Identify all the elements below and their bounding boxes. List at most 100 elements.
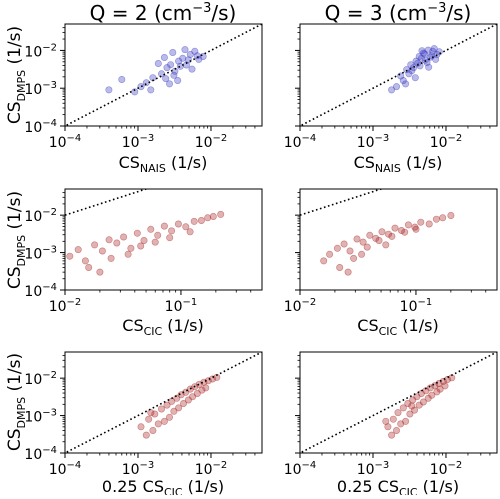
data-point (158, 405, 166, 413)
x-tick-label: 10−4 (49, 133, 82, 151)
data-point (336, 263, 344, 271)
data-point (404, 399, 412, 407)
data-point (384, 230, 392, 238)
points-r2c1 (66, 210, 225, 276)
ylabel-row3: CSDMPS (1/s) (5, 353, 28, 451)
data-point (182, 223, 190, 231)
data-point (375, 237, 383, 245)
data-point (391, 224, 399, 232)
data-point (133, 229, 141, 237)
data-point (166, 413, 174, 421)
data-point (154, 59, 162, 67)
x-tick-label: 10−2 (195, 133, 228, 151)
axes-frame (64, 351, 263, 454)
data-point (66, 252, 74, 260)
x-tick-label: 10−3 (122, 133, 155, 151)
data-point (199, 52, 207, 60)
x-tick-label: 10−4 (284, 460, 317, 478)
xlabel-r1c2: CSNAIS (1/s) (354, 153, 443, 175)
data-point (403, 66, 411, 74)
data-point (415, 52, 423, 60)
data-point (190, 217, 198, 225)
data-point (175, 404, 183, 412)
panel-r1c1: 10−4 10−3 10−2 10−4 10−3 10−2 (24, 23, 263, 151)
x-tick-label: 10−1 (165, 297, 198, 315)
data-point (382, 241, 390, 249)
data-point (366, 231, 374, 239)
data-point (425, 63, 433, 71)
data-point (167, 61, 175, 69)
data-point (404, 221, 412, 229)
data-point (145, 415, 153, 423)
column-title-q3: Q = 3 (cm−3/s) (325, 1, 472, 25)
data-point (160, 53, 168, 61)
data-point (397, 72, 405, 80)
data-point (147, 86, 155, 94)
data-point (392, 83, 400, 91)
xlabel-r3c2: 0.25 CSCIC (1/s) (337, 477, 459, 495)
points-r3c1 (137, 373, 221, 439)
data-point (193, 389, 201, 397)
panel-r2c1: 10−2 10−1 10−4 10−3 10−2 (24, 188, 263, 315)
data-point (127, 244, 135, 252)
data-point (408, 402, 416, 410)
data-point (378, 228, 386, 236)
points-r1c1 (105, 46, 207, 96)
data-point (406, 410, 414, 418)
x-tick-label: 10−4 (49, 460, 82, 478)
data-point (425, 220, 433, 228)
x-tick-label: 10−2 (195, 460, 228, 478)
data-point (175, 57, 183, 65)
points-r2c2 (320, 212, 455, 276)
data-point (353, 235, 361, 243)
data-point (197, 217, 205, 225)
column-title-q2: Q = 2 (cm−3/s) (90, 1, 237, 25)
data-point (363, 243, 371, 251)
xlabel-r2c2: CSCIC (1/s) (357, 316, 438, 338)
x-tick-label: 10−3 (122, 460, 155, 478)
data-point (166, 234, 174, 242)
data-point (118, 76, 126, 84)
data-point (151, 238, 159, 246)
data-point (184, 56, 192, 64)
data-point (166, 80, 174, 88)
axes-frame (299, 23, 498, 127)
data-point (181, 46, 189, 54)
axes-frame (64, 23, 263, 127)
data-point (433, 388, 441, 396)
y-tick-label: 10−4 (24, 118, 57, 136)
data-point (432, 215, 440, 223)
data-point (154, 420, 162, 428)
data-point (105, 86, 113, 94)
data-point (350, 254, 358, 262)
data-point (397, 227, 405, 235)
panel-r1c2: 10−4 10−3 10−2 (284, 23, 498, 151)
data-point (105, 236, 113, 244)
y-tick-label: 10−3 (24, 408, 57, 426)
data-point (415, 401, 423, 409)
data-point (402, 80, 410, 88)
data-point (320, 257, 328, 265)
one-to-one-line (300, 189, 384, 216)
data-point (217, 210, 225, 218)
data-point (344, 268, 352, 276)
x-tick-label: 10−2 (49, 297, 82, 315)
points-r1c2 (388, 45, 443, 94)
data-point (188, 65, 196, 73)
data-point (394, 409, 402, 417)
data-point (107, 254, 115, 262)
data-point (397, 420, 405, 428)
ylabel-row1: CSDMPS (1/s) (5, 26, 28, 124)
data-point (85, 263, 93, 271)
data-point (170, 407, 178, 415)
data-point (439, 214, 447, 222)
x-tick-label: 10−1 (400, 297, 433, 315)
xlabel-r2c1: CSCIC (1/s) (122, 316, 203, 338)
points-r3c2 (382, 374, 456, 439)
data-point (424, 394, 432, 402)
data-point (137, 242, 145, 250)
data-point (137, 423, 145, 431)
panel-r3c2: 10−4 10−3 10−2 (284, 351, 498, 478)
data-point (399, 404, 407, 412)
data-point (389, 415, 397, 423)
